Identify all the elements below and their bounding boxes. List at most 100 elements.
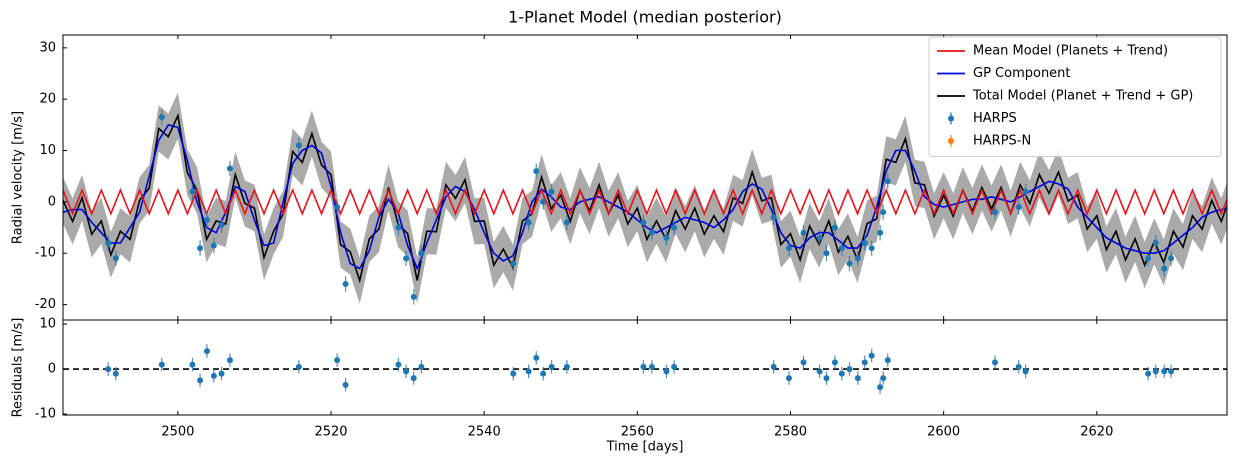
x-tick-label: 2500 xyxy=(161,425,194,440)
data-point xyxy=(823,375,830,382)
legend-box xyxy=(928,36,1222,157)
data-point xyxy=(510,260,517,267)
data-point xyxy=(197,377,204,384)
data-point xyxy=(1015,363,1022,370)
axes-frame xyxy=(62,319,1228,416)
data-point xyxy=(785,245,792,252)
x-tick-label: 2620 xyxy=(1080,425,1113,440)
data-point xyxy=(105,239,112,246)
legend-label: HARPS xyxy=(973,111,1017,126)
data-point xyxy=(510,370,517,377)
data-point xyxy=(533,354,540,361)
legend-label: GP Component xyxy=(973,66,1071,81)
data-point xyxy=(800,229,807,236)
data-point xyxy=(671,363,678,370)
data-point xyxy=(226,357,233,364)
y-tick-label: 0 xyxy=(48,362,56,377)
data-point xyxy=(540,198,547,205)
data-point xyxy=(533,168,540,175)
y-axis-label: Residuals [m/s] xyxy=(11,318,26,418)
data-point xyxy=(816,368,823,375)
data-point xyxy=(838,245,845,252)
data-point xyxy=(1168,255,1175,262)
data-point xyxy=(663,234,670,241)
data-point xyxy=(189,188,196,195)
x-tick-label: 2560 xyxy=(621,425,654,440)
data-point xyxy=(334,357,341,364)
data-point xyxy=(868,245,875,252)
data-point xyxy=(846,366,853,373)
x-axis-label: Time [days] xyxy=(606,440,684,455)
data-point xyxy=(1015,204,1022,211)
data-point xyxy=(112,370,119,377)
data-point xyxy=(877,229,884,236)
model-line xyxy=(63,187,1227,216)
data-point xyxy=(218,222,225,228)
data-point xyxy=(210,372,217,379)
legend-label: Mean Model (Planets + Trend) xyxy=(973,44,1168,59)
y-tick-label: -10 xyxy=(35,407,56,422)
data-point xyxy=(563,363,570,370)
data-point xyxy=(395,361,402,368)
x-tick-label: 2580 xyxy=(774,425,807,440)
data-point xyxy=(158,361,165,368)
legend: Mean Model (Planets + Trend) GP Component… xyxy=(928,36,1222,157)
data-point xyxy=(1145,255,1152,262)
data-point xyxy=(884,178,891,185)
data-point xyxy=(663,368,670,375)
data-point xyxy=(1145,370,1152,377)
data-point xyxy=(203,348,210,355)
data-point xyxy=(395,224,402,231)
data-point xyxy=(880,375,887,382)
data-point xyxy=(295,142,302,149)
data-point xyxy=(648,363,655,370)
data-point xyxy=(884,357,891,364)
data-point xyxy=(1022,368,1029,375)
legend-label: HARPS-N xyxy=(973,134,1031,149)
data-point xyxy=(525,368,532,375)
data-point xyxy=(548,363,555,370)
y-tick-label: 20 xyxy=(39,92,56,107)
data-point xyxy=(640,363,647,370)
data-point xyxy=(210,242,217,249)
data-point xyxy=(991,359,998,366)
x-tick-label: 2600 xyxy=(927,425,960,440)
uncertainty-band xyxy=(63,92,1227,304)
y-tick-label: -10 xyxy=(35,246,56,261)
data-point xyxy=(403,255,410,262)
y-tick-label: 30 xyxy=(39,40,56,55)
data-point xyxy=(418,250,425,257)
data-point xyxy=(334,204,341,211)
data-point xyxy=(854,255,861,262)
data-point xyxy=(525,219,532,226)
plot-area xyxy=(63,92,1227,305)
y-tick-label: 10 xyxy=(39,143,56,158)
data-point xyxy=(770,214,777,221)
data-point xyxy=(854,375,861,382)
model-line xyxy=(63,123,1227,271)
legend-swatch xyxy=(948,115,954,122)
data-point xyxy=(648,229,655,236)
data-point xyxy=(548,188,555,195)
data-point xyxy=(342,281,349,288)
data-point xyxy=(197,245,204,252)
data-point xyxy=(418,363,425,370)
data-point xyxy=(1152,239,1159,246)
data-point xyxy=(640,219,647,226)
data-point xyxy=(410,293,417,300)
model-line xyxy=(63,112,1227,284)
data-point xyxy=(112,255,119,262)
data-point xyxy=(816,234,823,241)
data-point xyxy=(563,219,570,226)
legend-swatch xyxy=(948,138,954,144)
data-point xyxy=(868,352,875,359)
data-point xyxy=(846,260,853,267)
data-point xyxy=(189,361,196,368)
plot-area xyxy=(63,344,1227,394)
data-point xyxy=(226,165,233,172)
data-point xyxy=(1168,368,1175,375)
data-point xyxy=(1161,265,1168,272)
data-point xyxy=(831,224,838,231)
